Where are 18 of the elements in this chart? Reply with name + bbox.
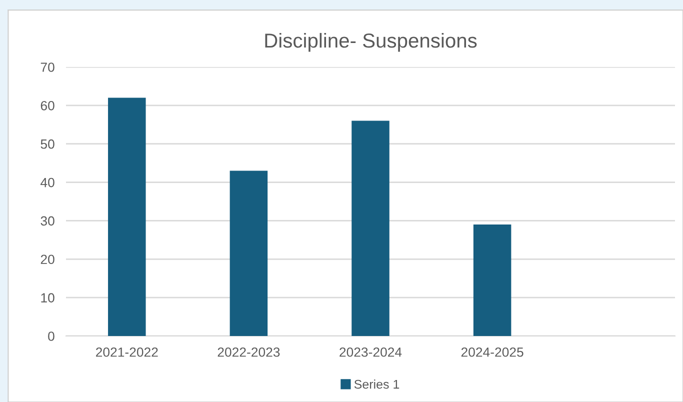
y-tick-label: 60 <box>40 100 54 110</box>
x-tick-label: 2021-2022 <box>96 347 158 357</box>
y-tick-label: 0 <box>48 332 54 341</box>
y-tick-label: 50 <box>40 139 54 149</box>
legend-label: Series 1 <box>354 380 400 389</box>
bar <box>352 120 390 336</box>
bar <box>473 224 512 336</box>
y-tick-label: 40 <box>40 178 54 188</box>
y-tick-label: 70 <box>40 62 54 72</box>
x-tick-label: 2022-2023 <box>218 347 280 357</box>
bar <box>230 170 268 336</box>
y-tick-label: 10 <box>41 293 54 302</box>
chart-title: Discipline- Suspensions <box>265 32 477 52</box>
y-tick-label: 30 <box>40 216 54 226</box>
x-tick-label: 2024-2025 <box>461 347 524 357</box>
bar <box>108 98 146 336</box>
x-tick-label: 2023-2024 <box>340 347 402 357</box>
y-tick-label: 20 <box>40 254 54 264</box>
